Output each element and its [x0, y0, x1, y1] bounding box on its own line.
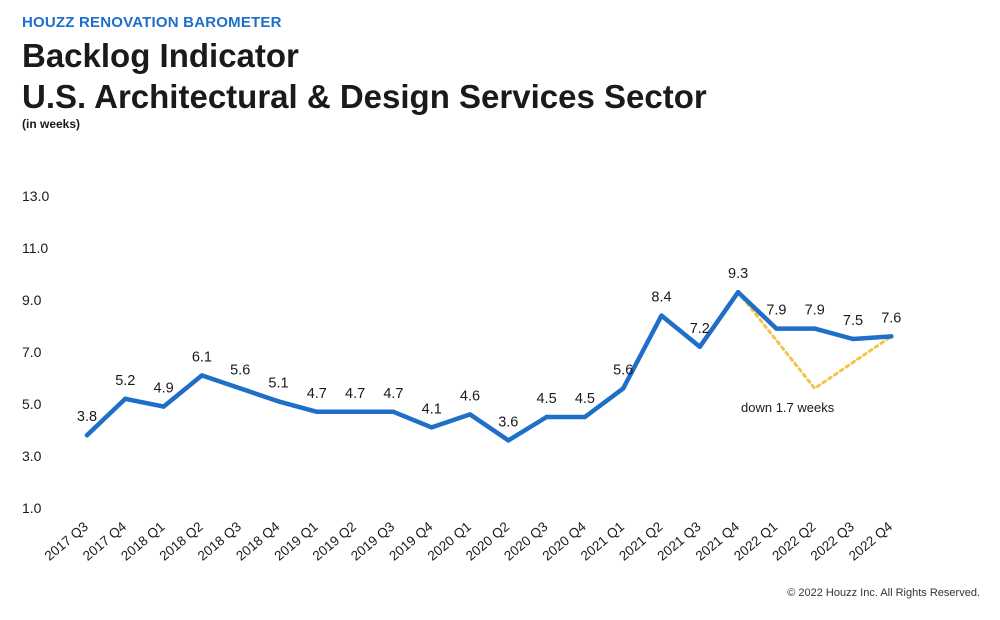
y-tick-label: 1.0: [22, 500, 42, 516]
y-tick-label: 3.0: [22, 448, 42, 464]
data-point: [506, 438, 511, 443]
data-point: [123, 396, 128, 401]
data-label: 7.6: [881, 310, 901, 326]
annotation-dotted-line: [736, 290, 893, 391]
chart-title-line-1: Backlog Indicator: [22, 37, 299, 74]
data-label: 9.3: [728, 266, 748, 282]
data-point: [850, 336, 856, 342]
annotation-label: down 1.7 weeks: [741, 400, 835, 415]
data-label: 3.8: [77, 409, 97, 425]
data-label: 7.5: [843, 313, 863, 329]
x-tick-label: 2022 Q4: [846, 518, 896, 563]
data-label: 3.6: [498, 414, 518, 430]
data-label: 7.2: [690, 321, 710, 337]
data-label: 4.7: [345, 386, 365, 402]
y-tick-label: 11.0: [22, 240, 48, 256]
data-point: [314, 409, 319, 414]
chart-header: HOUZZ RENOVATION BAROMETER Backlog Indic…: [22, 14, 707, 131]
data-point: [812, 326, 817, 331]
series-line: [84, 289, 894, 443]
data-label: 4.5: [537, 391, 557, 407]
data-point: [161, 404, 166, 409]
chart-title-line-2: U.S. Architectural & Design Services Sec…: [22, 78, 707, 115]
kicker-label: HOUZZ RENOVATION BAROMETER: [22, 14, 282, 31]
data-label: 8.4: [651, 290, 671, 306]
data-point: [659, 313, 664, 318]
y-tick-label: 9.0: [22, 292, 42, 308]
data-point: [429, 425, 434, 430]
data-point: [735, 290, 741, 295]
data-point: [774, 326, 779, 331]
data-label: 4.6: [460, 388, 480, 404]
data-label: 6.1: [192, 349, 212, 365]
y-tick-label: 13.0: [22, 188, 49, 204]
data-label: 7.9: [805, 303, 825, 319]
data-label: 4.1: [422, 401, 442, 417]
data-label: 5.1: [268, 375, 288, 391]
data-label: 4.7: [307, 386, 327, 402]
data-point: [391, 409, 396, 414]
units-label: (in weeks): [22, 117, 81, 131]
data-point: [84, 433, 90, 438]
chart-title: Backlog Indicator U.S. Architectural & D…: [22, 35, 707, 117]
data-label: 4.9: [154, 381, 174, 397]
data-label: 4.7: [383, 386, 403, 402]
data-label: 7.9: [766, 303, 786, 319]
data-point: [238, 386, 243, 391]
data-point: [697, 344, 702, 349]
data-label: 5.6: [230, 362, 250, 378]
data-label: 4.5: [575, 391, 595, 407]
copyright-footer: © 2022 Houzz Inc. All Rights Reserved.: [787, 587, 980, 599]
y-tick-label: 5.0: [22, 396, 42, 412]
data-point: [889, 334, 894, 339]
data-label: 5.6: [613, 362, 633, 378]
data-point: [621, 386, 626, 391]
y-tick-label: 7.0: [22, 344, 42, 360]
data-point: [352, 409, 358, 414]
data-point: [582, 414, 588, 420]
data-label: 5.2: [115, 373, 135, 389]
data-point: [276, 399, 281, 404]
data-point: [199, 373, 205, 378]
data-point: [544, 414, 549, 420]
data-point: [467, 412, 473, 417]
